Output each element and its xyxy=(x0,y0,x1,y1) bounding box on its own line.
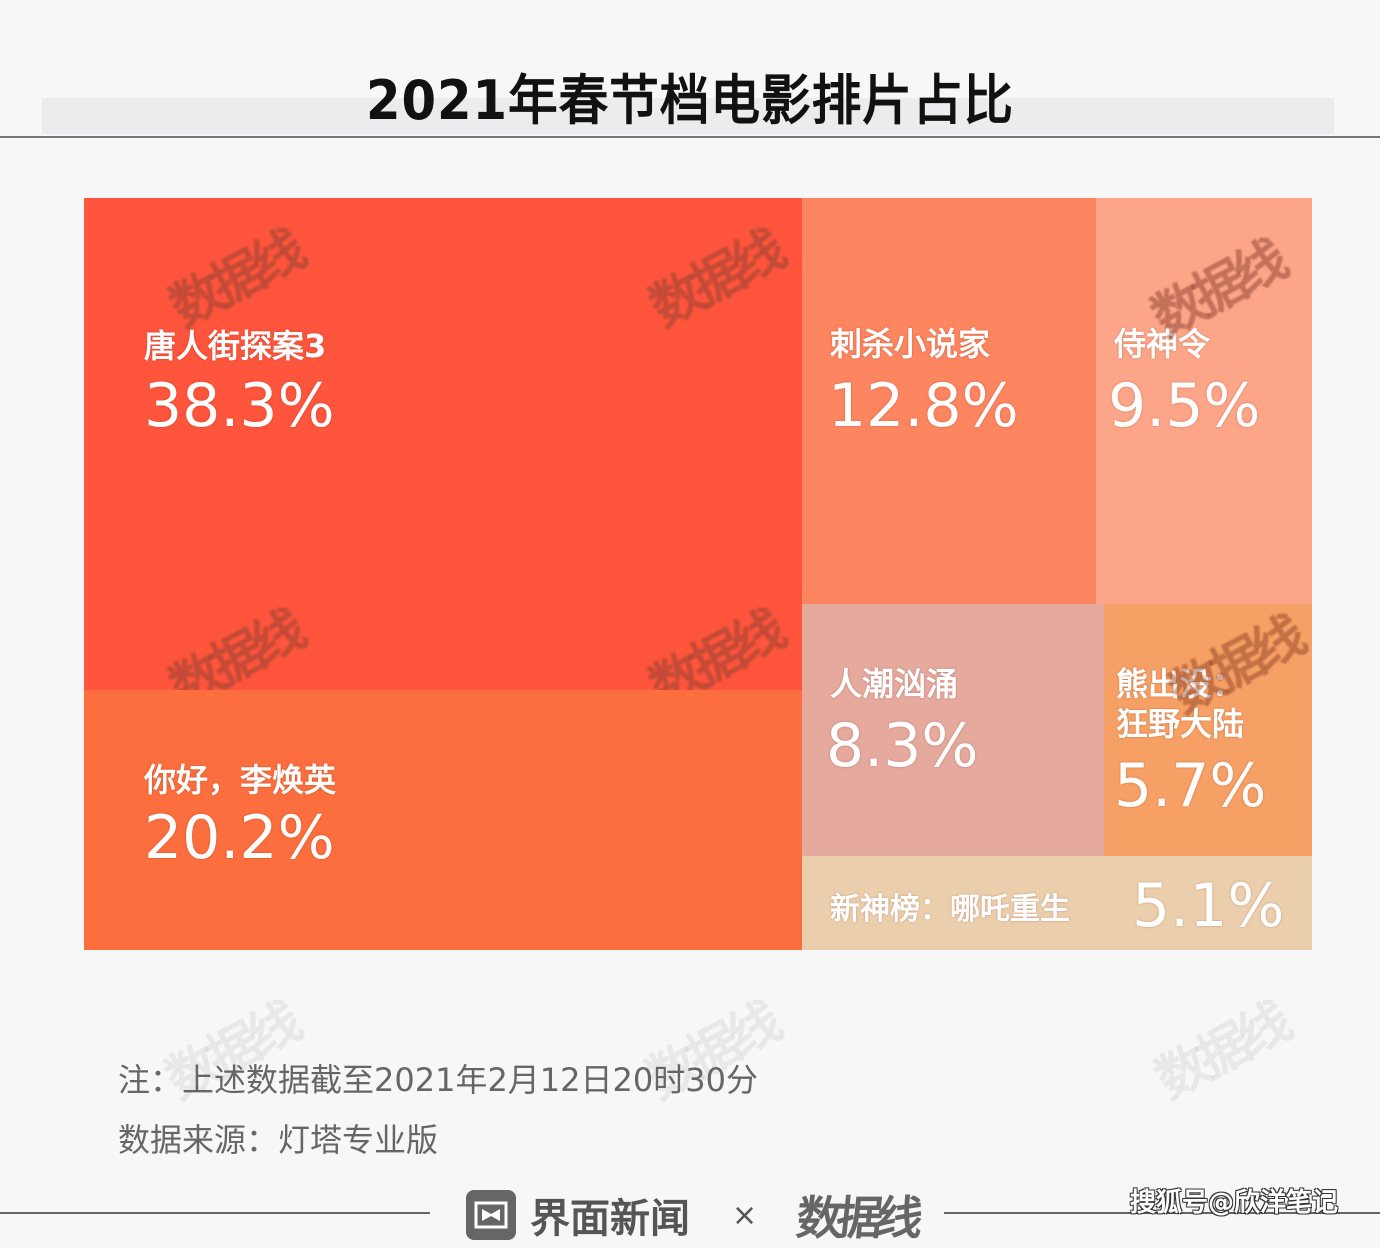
tile-shishenling: 侍神令 9.5% 数据线 xyxy=(1096,198,1312,604)
tile-name: 人潮汹涌 xyxy=(830,665,959,703)
watermark-logo: 数据线 xyxy=(640,221,791,340)
sohu-watermark: 搜狐号@欣洋笔记 xyxy=(1130,1188,1339,1218)
tile-value: 5.7% xyxy=(1114,751,1267,821)
footer-divider-right xyxy=(944,1212,1380,1214)
footer-divider-left xyxy=(0,1212,430,1214)
tile-name: 唐人街探案3 xyxy=(144,327,327,365)
tile-name: 新神榜：哪吒重生 xyxy=(830,892,1070,927)
tile-value: 8.3% xyxy=(826,711,979,781)
title-band xyxy=(42,98,1334,134)
tile-value: 5.1% xyxy=(1132,871,1285,941)
jiemian-logo-icon xyxy=(466,1190,516,1240)
tile-name: 熊出没： 狂野大陆 xyxy=(1116,665,1245,743)
tile-name: 侍神令 xyxy=(1114,325,1211,363)
shujuxian-logo: 数据线 xyxy=(793,1191,920,1245)
data-source-note: 数据来源：灯塔专业版 xyxy=(118,1121,439,1159)
tile-value: 12.8% xyxy=(828,371,1019,441)
title-divider xyxy=(0,136,1380,138)
chart-title: 2021年春节档电影排片占比 xyxy=(366,69,1014,132)
watermark-logo: 数据线 xyxy=(1146,993,1297,1112)
tile-name: 你好，李焕英 xyxy=(144,761,337,799)
tile-xinshenbang-nezha: 新神榜：哪吒重生 5.1% xyxy=(802,856,1312,950)
tile-value: 20.2% xyxy=(144,803,335,873)
tile-name: 刺杀小说家 xyxy=(830,325,991,363)
tile-value: 9.5% xyxy=(1108,371,1261,441)
tile-tangrenjie: 唐人街探案3 38.3% 数据线 数据线 数据线 数据线 xyxy=(84,198,802,719)
tile-xiongchumo: 熊出没： 狂野大陆 5.7% 数据线 xyxy=(1104,604,1312,856)
collab-separator: × xyxy=(732,1197,758,1233)
tile-value: 38.3% xyxy=(144,371,335,441)
tile-cisha-xiaoshuojia: 刺杀小说家 12.8% xyxy=(802,198,1096,604)
watermark-logo: 数据线 xyxy=(160,221,311,340)
treemap-chart: 唐人街探案3 38.3% 数据线 数据线 数据线 数据线 你好，李焕英 20.2… xyxy=(84,198,1312,950)
data-cutoff-note: 注：上述数据截至2021年2月12日20时30分 xyxy=(118,1061,758,1099)
tile-nihao-lihuanying: 你好，李焕英 20.2% xyxy=(84,690,802,950)
tile-renchao-xiongyong: 人潮汹涌 8.3% xyxy=(802,604,1104,856)
footer-brand: 界面新闻 × 数据线 xyxy=(466,1182,920,1248)
jiemian-brand-text: 界面新闻 xyxy=(530,1196,690,1242)
